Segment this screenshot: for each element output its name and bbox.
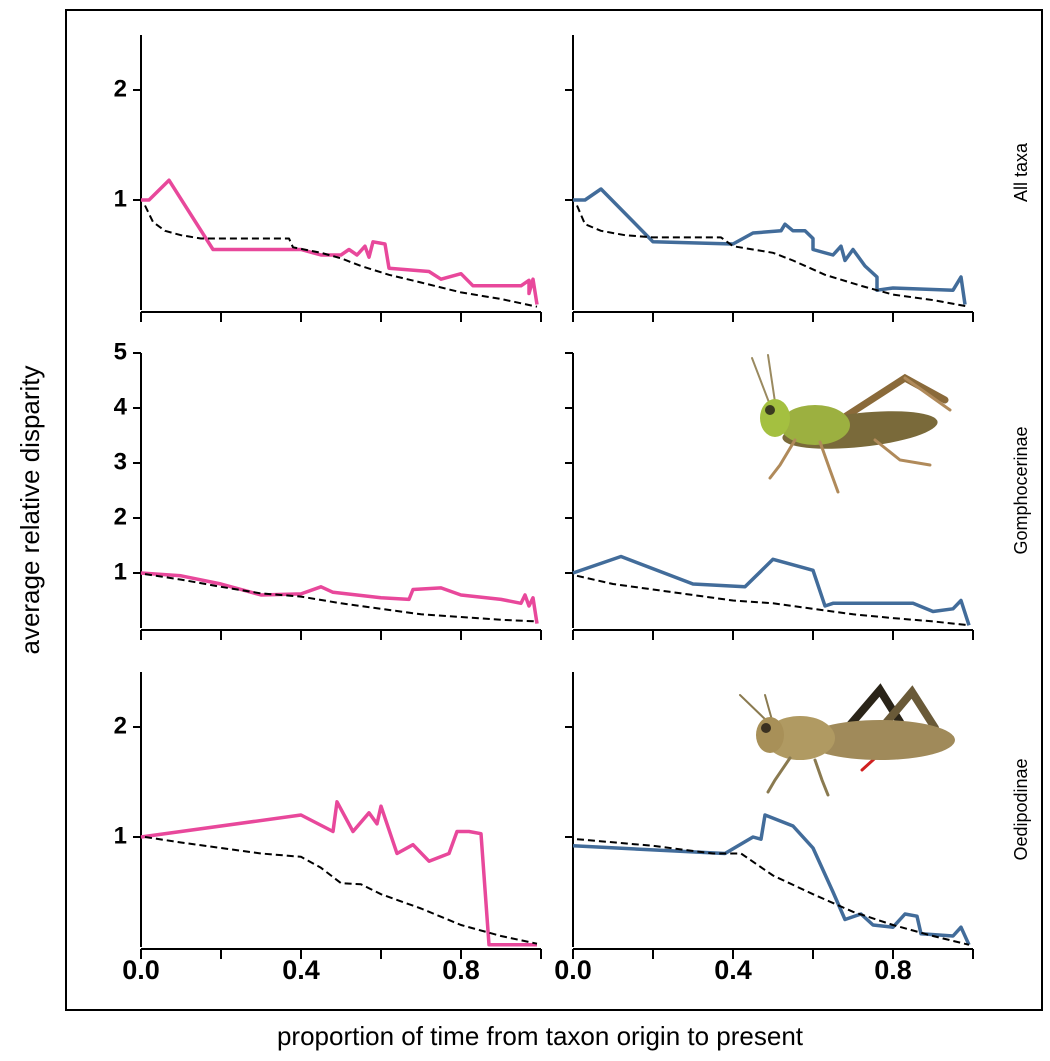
y-tick-label: 1 bbox=[114, 822, 127, 849]
y-tick-label: 2 bbox=[114, 75, 127, 102]
reference-line bbox=[576, 205, 970, 308]
y-tick-label: 1 bbox=[114, 558, 127, 585]
y-tick-label: 5 bbox=[114, 338, 127, 365]
disparity-line bbox=[140, 571, 539, 624]
panel-label: Gomphocerinae bbox=[1011, 426, 1031, 554]
y-tick-label: 2 bbox=[114, 503, 127, 530]
x-axis-label: proportion of time from taxon origin to … bbox=[277, 1021, 804, 1051]
disparity-line bbox=[572, 554, 971, 626]
x-tick-label: 0.4 bbox=[714, 955, 752, 985]
reference-line bbox=[144, 836, 538, 945]
y-axis-label: average relative disparity bbox=[15, 365, 45, 654]
panel-label: Oedipodinae bbox=[1011, 758, 1031, 860]
panel-label: All taxa bbox=[1011, 142, 1031, 202]
grasshopper-image bbox=[739, 683, 955, 797]
disparity-line bbox=[573, 187, 967, 305]
x-tick-label: 0.8 bbox=[874, 955, 912, 985]
x-tick-label: 0.8 bbox=[442, 955, 480, 985]
reference-line bbox=[576, 838, 970, 946]
reference-line bbox=[144, 573, 538, 623]
frame bbox=[65, 9, 1043, 1011]
grasshopper-image bbox=[751, 354, 952, 494]
y-tick-label: 3 bbox=[114, 448, 127, 475]
reference-line bbox=[144, 205, 538, 308]
x-tick-label: 0.0 bbox=[554, 955, 592, 985]
disparity-line bbox=[141, 178, 539, 305]
disparity-line bbox=[572, 813, 971, 946]
x-tick-label: 0.4 bbox=[282, 955, 320, 985]
x-tick-label: 0.0 bbox=[122, 955, 160, 985]
reference-line bbox=[576, 574, 970, 627]
y-tick-label: 1 bbox=[114, 185, 127, 212]
y-tick-label: 2 bbox=[114, 712, 127, 739]
disparity-line bbox=[140, 800, 537, 947]
y-tick-label: 4 bbox=[114, 393, 128, 420]
